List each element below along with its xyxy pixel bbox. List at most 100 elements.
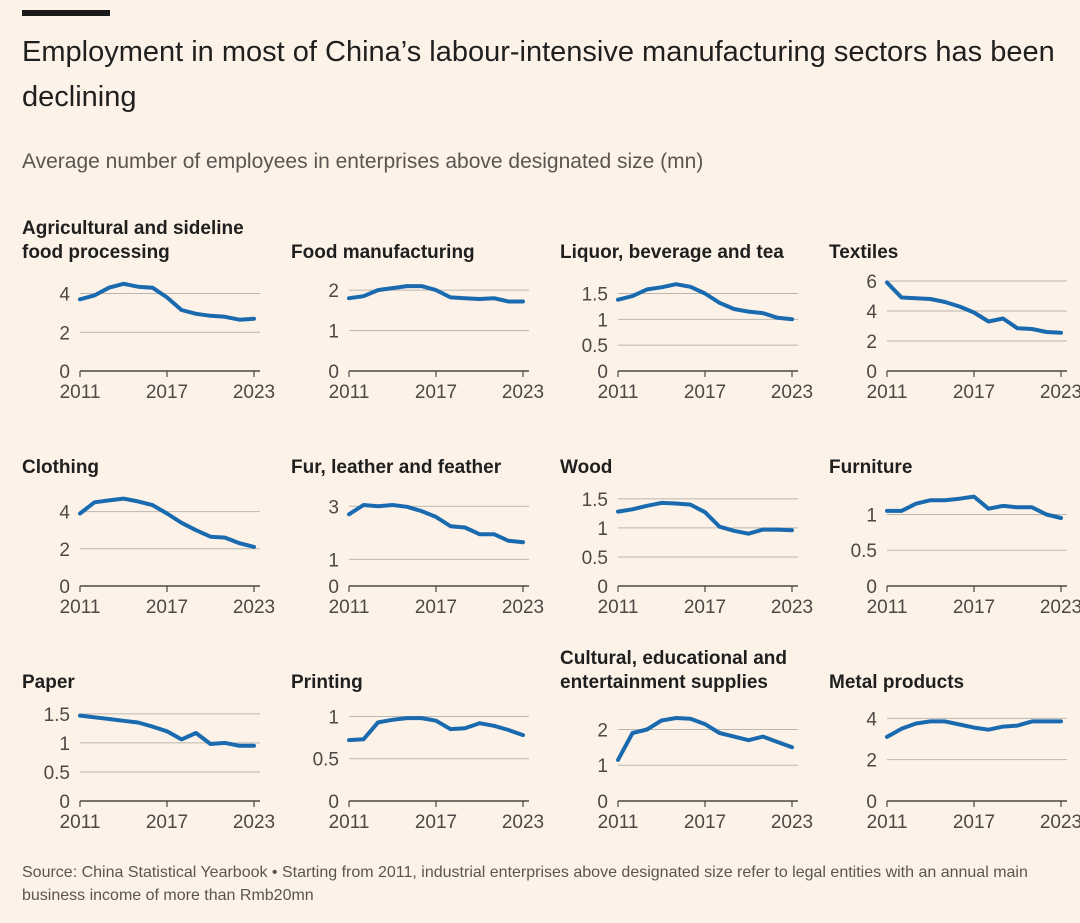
panel-title: Paper xyxy=(22,640,272,695)
y-tick-label: 1 xyxy=(597,310,608,331)
panel-chart: 0 0.5 1 1.5 2011 2017 2023 xyxy=(582,282,813,403)
panel-chart: 0 1 2 2011 2017 2023 xyxy=(328,281,544,403)
panel-title-text: Food manufacturing xyxy=(291,242,475,263)
series-line xyxy=(885,280,1063,335)
y-tick-label: 2 xyxy=(866,332,877,353)
series-line xyxy=(78,713,256,748)
y-tick-label: 1 xyxy=(597,519,608,540)
panel-chart: 0 0.5 1 1.5 2011 2017 2023 xyxy=(582,490,814,618)
y-tick-label: 0 xyxy=(59,362,70,383)
y-tick-label: 6 xyxy=(866,272,877,293)
panel-chart: 0 0.5 1 2011 2017 2023 xyxy=(851,494,1080,618)
x-tick-label: 2017 xyxy=(953,382,995,403)
y-tick-label: 2 xyxy=(59,540,70,561)
y-tick-label: 1 xyxy=(328,322,339,343)
series-line xyxy=(616,716,794,762)
y-tick-label: 2 xyxy=(597,720,608,741)
panel-title: Furniture xyxy=(829,425,1079,480)
chart-panel: Furniture 0 0.5 1 2011 2017 2023 xyxy=(829,425,1080,640)
x-tick-label: 2011 xyxy=(867,382,908,403)
panel-title: Textiles xyxy=(829,210,1079,265)
panel-title-text: Metal products xyxy=(829,672,965,693)
x-tick-label: 2011 xyxy=(867,812,908,833)
y-tick-label: 1.5 xyxy=(44,705,70,726)
y-tick-label: 4 xyxy=(59,285,70,306)
series-line xyxy=(347,716,525,743)
y-tick-label: 1 xyxy=(328,550,339,571)
x-tick-label: 2023 xyxy=(502,597,544,618)
series-line xyxy=(78,496,256,549)
y-tick-label: 1 xyxy=(328,707,339,728)
y-tick-label: 1.5 xyxy=(582,285,608,306)
chart-panel: Cultural, educational and entertainment … xyxy=(560,640,813,855)
panel-title: Metal products xyxy=(829,640,1079,695)
y-tick-label: 1 xyxy=(59,734,70,755)
y-tick-label: 2 xyxy=(866,751,877,772)
x-tick-label: 2017 xyxy=(415,812,457,833)
y-tick-label: 2 xyxy=(59,323,70,344)
x-tick-label: 2011 xyxy=(598,382,639,403)
series-line xyxy=(885,494,1063,520)
x-tick-label: 2011 xyxy=(598,597,639,618)
brand-bar xyxy=(22,10,110,16)
panel-title-text: Textiles xyxy=(829,242,899,263)
panel-title-text: Printing xyxy=(291,672,363,693)
y-tick-label: 0 xyxy=(597,362,608,383)
panel-title-text: Wood xyxy=(560,457,613,478)
x-tick-label: 2017 xyxy=(684,597,726,618)
panel-chart: 0 2 4 2011 2017 2023 xyxy=(866,709,1080,833)
y-tick-label: 0.5 xyxy=(313,750,339,771)
panel-chart: 0 2 4 6 2011 2017 2023 xyxy=(866,272,1080,403)
y-tick-label: 0 xyxy=(866,792,877,813)
y-tick-label: 4 xyxy=(59,503,70,524)
panel-title-text: Clothing xyxy=(22,457,100,478)
series-line xyxy=(78,281,256,322)
x-tick-label: 2023 xyxy=(502,812,544,833)
panel-title: Printing xyxy=(291,640,541,695)
chart-panel: Food manufacturing 0 1 2 2011 2017 2023 xyxy=(291,210,544,425)
x-tick-label: 2011 xyxy=(867,597,908,618)
x-tick-label: 2011 xyxy=(60,812,101,833)
panel-chart: 0 2 4 2011 2017 2023 xyxy=(59,281,275,403)
x-tick-label: 2023 xyxy=(502,382,544,403)
y-tick-label: 0 xyxy=(328,362,339,383)
y-tick-label: 0.5 xyxy=(44,763,70,784)
x-tick-label: 2017 xyxy=(146,382,188,403)
y-tick-label: 3 xyxy=(328,497,339,518)
y-tick-label: 1.5 xyxy=(582,490,608,511)
chart-panel: Clothing 0 2 4 2011 2017 2023 xyxy=(22,425,275,640)
x-tick-label: 2017 xyxy=(415,382,457,403)
y-tick-label: 0 xyxy=(328,792,339,813)
panel-title: Liquor, beverage and tea xyxy=(560,210,810,265)
series-line xyxy=(347,284,525,304)
x-tick-label: 2023 xyxy=(771,597,813,618)
series-line xyxy=(616,500,794,536)
chart-panel: Fur, leather and feather 0 1 3 2011 2017 2023 xyxy=(291,425,544,640)
chart-subtitle: Average number of employees in enterpris… xyxy=(22,150,704,173)
x-tick-label: 2023 xyxy=(1040,812,1080,833)
panel-title-text: Cultural, educational and entertainment … xyxy=(560,648,787,693)
chart-panel: Textiles 0 2 4 6 2011 2017 2023 xyxy=(829,210,1080,425)
x-tick-label: 2023 xyxy=(233,597,275,618)
panel-title: Cultural, educational and entertainment … xyxy=(560,640,810,695)
panel-chart: 0 0.5 1 1.5 2011 2017 2023 xyxy=(44,705,276,833)
panel-title: Agricultural and sideline food processin… xyxy=(22,210,272,265)
x-tick-label: 2023 xyxy=(1040,597,1080,618)
x-tick-label: 2011 xyxy=(60,382,101,403)
y-tick-label: 0 xyxy=(59,577,70,598)
source-note: Source: China Statistical Yearbook • Sta… xyxy=(22,864,1028,904)
chart-panel: Metal products 0 2 4 2011 2017 2023 xyxy=(829,640,1080,855)
panel-title: Fur, leather and feather xyxy=(291,425,541,480)
panel-title: Food manufacturing xyxy=(291,210,541,265)
series-line xyxy=(616,282,794,322)
x-tick-label: 2023 xyxy=(771,382,813,403)
panel-title-text: Paper xyxy=(22,672,75,693)
x-tick-label: 2011 xyxy=(60,597,101,618)
y-tick-label: 0.5 xyxy=(582,336,608,357)
series-line xyxy=(885,719,1063,739)
chart-panel: Paper 0 0.5 1 1.5 2011 2017 2023 xyxy=(22,640,276,855)
y-tick-label: 0 xyxy=(866,362,877,383)
x-tick-label: 2011 xyxy=(598,812,639,833)
panel-chart: 0 2 4 2011 2017 2023 xyxy=(59,496,275,618)
panel-title: Clothing xyxy=(22,425,272,480)
